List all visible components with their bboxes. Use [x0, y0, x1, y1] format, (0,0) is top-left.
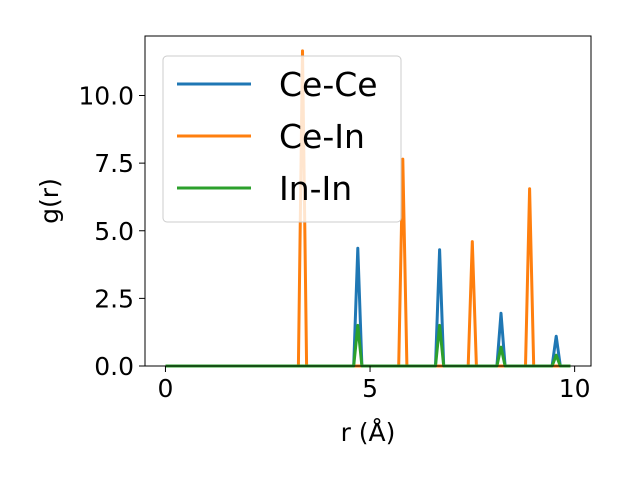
series-line-0 [165, 246, 571, 368]
legend-box [162, 55, 402, 223]
legend-label-2: In-In [279, 169, 352, 208]
legend-label-1: Ce-In [279, 117, 365, 156]
x-tick-label-0: 0 [158, 374, 174, 403]
y-axis-label: g(r) [35, 178, 64, 224]
y-tick-label-1: 2.5 [94, 284, 134, 313]
legend: Ce-Ce Ce-In In-In [162, 55, 402, 223]
x-axis-label: r (Å) [341, 418, 396, 447]
y-tick-label-0: 0.0 [94, 352, 134, 381]
legend-label-0: Ce-Ce [279, 65, 378, 104]
series-line-2 [165, 323, 571, 368]
y-tick-label-4: 10.0 [78, 82, 134, 111]
y-tick-label-3: 7.5 [94, 149, 134, 178]
plot-frame [144, 35, 592, 367]
y-axis-ticks: 0.0 2.5 5.0 7.5 10.0 [78, 82, 145, 381]
x-axis-ticks: 0 5 10 [158, 366, 591, 403]
y-tick-label-2: 5.0 [94, 217, 134, 246]
x-tick-label-1: 5 [362, 374, 378, 403]
x-tick-label-2: 10 [559, 374, 591, 403]
